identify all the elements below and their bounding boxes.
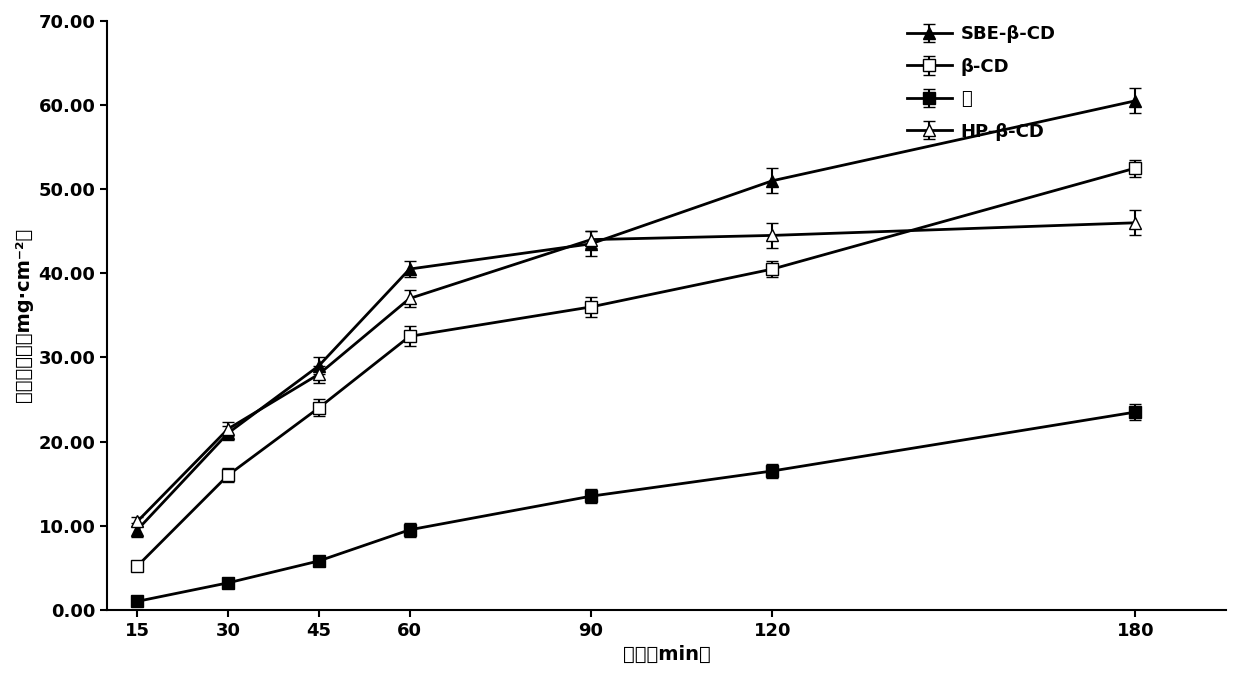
X-axis label: 时间（min）: 时间（min） xyxy=(622,645,711,664)
Y-axis label: 累积渗透量（mg·cm⁻²）: 累积渗透量（mg·cm⁻²） xyxy=(14,228,33,403)
Legend: SBE-β-CD, β-CD, 无, HP-β-CD: SBE-β-CD, β-CD, 无, HP-β-CD xyxy=(899,18,1063,148)
